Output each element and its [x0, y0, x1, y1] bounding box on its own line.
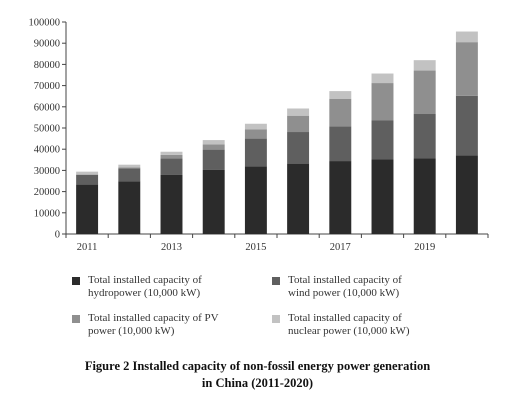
- bar-segment-hydropower-2019: [413, 158, 436, 234]
- bar-segment-hydropower-2017: [329, 161, 352, 234]
- bar-segment-pv-2017: [329, 98, 352, 127]
- y-tick-label: 50000: [34, 124, 60, 135]
- legend-label-pv: Total installed capacity of PV power (10…: [88, 312, 219, 337]
- y-tick-label: 70000: [34, 81, 60, 92]
- bar-segment-pv-2020: [455, 42, 478, 96]
- legend-label-nuclear: Total installed capacity of nuclear powe…: [288, 312, 410, 337]
- bar-segment-wind-2011: [76, 174, 99, 185]
- bar-segment-wind-2017: [329, 126, 352, 162]
- bar-segment-hydropower-2012: [118, 181, 141, 234]
- legend-item-nuclear: Total installed capacity of nuclear powe…: [272, 312, 422, 338]
- x-tick-label: 2019: [414, 242, 435, 253]
- bar-segment-wind-2019: [413, 114, 436, 159]
- bar-segment-nuclear-2018: [371, 73, 394, 84]
- bar-segment-nuclear-2013: [160, 151, 183, 155]
- bar-segment-hydropower-2011: [76, 184, 99, 234]
- y-tick-label: 60000: [34, 102, 60, 113]
- bar-segment-nuclear-2016: [287, 108, 310, 116]
- bar-segment-nuclear-2012: [118, 164, 141, 168]
- bar-segment-pv-2012: [118, 167, 141, 169]
- x-tick-label: 2013: [161, 242, 182, 253]
- bar-segment-hydropower-2020: [455, 155, 478, 234]
- legend-item-hydropower: Total installed capacity of hydropower (…: [72, 274, 222, 300]
- bar-segment-hydropower-2013: [160, 174, 183, 234]
- bar-segment-pv-2018: [371, 83, 394, 121]
- bar-segment-pv-2013: [160, 154, 183, 159]
- bar-segment-nuclear-2011: [76, 171, 99, 175]
- legend-swatch-hydropower: [72, 277, 80, 285]
- legend: Total installed capacity of hydropower (…: [0, 268, 515, 348]
- legend-item-wind: Total installed capacity of wind power (…: [272, 274, 422, 300]
- bar-segment-wind-2013: [160, 158, 183, 175]
- legend-swatch-nuclear: [272, 315, 280, 323]
- bar-segment-wind-2012: [118, 168, 141, 182]
- bars: [76, 31, 478, 234]
- bar-segment-hydropower-2016: [287, 163, 310, 234]
- y-tick-label: 100000: [29, 18, 61, 29]
- caption-line-1: Figure 2 Installed capacity of non-fossi…: [84, 359, 431, 373]
- bar-segment-hydropower-2014: [202, 169, 225, 234]
- y-tick-label: 0: [55, 230, 60, 241]
- y-tick-label: 90000: [34, 39, 60, 50]
- bar-segment-wind-2018: [371, 120, 394, 160]
- bar-segment-nuclear-2014: [202, 140, 225, 145]
- bar-segment-nuclear-2015: [244, 123, 267, 130]
- y-axis: 0 10000 20000 30000 40000 50000 60000 70000 8000…: [29, 18, 67, 241]
- y-tick-label: 40000: [34, 145, 60, 156]
- bar-segment-wind-2016: [287, 132, 310, 164]
- y-tick-label: 30000: [34, 166, 60, 177]
- bar-segment-hydropower-2015: [244, 166, 267, 234]
- caption-line-2: in China (2011-2020): [201, 376, 314, 390]
- y-tick-label: 20000: [34, 187, 60, 198]
- legend-item-pv: Total installed capacity of PV power (10…: [72, 312, 222, 338]
- bar-segment-nuclear-2019: [413, 60, 436, 71]
- bar-segment-pv-2015: [244, 129, 267, 139]
- bar-segment-pv-2019: [413, 70, 436, 115]
- x-tick-label: 2017: [330, 242, 351, 253]
- legend-label-hydropower: Total installed capacity of hydropower (…: [88, 274, 202, 299]
- x-tick-label: 2015: [245, 242, 266, 253]
- bar-segment-pv-2014: [202, 144, 225, 150]
- bar-segment-hydropower-2018: [371, 159, 394, 234]
- y-tick-label: 10000: [34, 208, 60, 219]
- x-axis: 2011 2013 2015 2017 2019: [65, 233, 489, 253]
- bar-segment-wind-2020: [455, 95, 478, 156]
- bar-segment-nuclear-2017: [329, 91, 352, 99]
- stacked-bar-chart: 0 10000 20000 30000 40000 50000 60000 70000 8000…: [29, 18, 489, 253]
- bar-segment-nuclear-2020: [455, 31, 478, 43]
- legend-swatch-pv: [72, 315, 80, 323]
- x-tick-label: 2011: [77, 242, 98, 253]
- bar-segment-wind-2015: [244, 138, 267, 167]
- bar-segment-pv-2016: [287, 115, 310, 133]
- legend-swatch-wind: [272, 277, 280, 285]
- y-tick-label: 80000: [34, 60, 60, 71]
- bar-segment-wind-2014: [202, 149, 225, 170]
- figure-caption: Figure 2 Installed capacity of non-fossi…: [0, 358, 515, 392]
- legend-label-wind: Total installed capacity of wind power (…: [288, 274, 402, 299]
